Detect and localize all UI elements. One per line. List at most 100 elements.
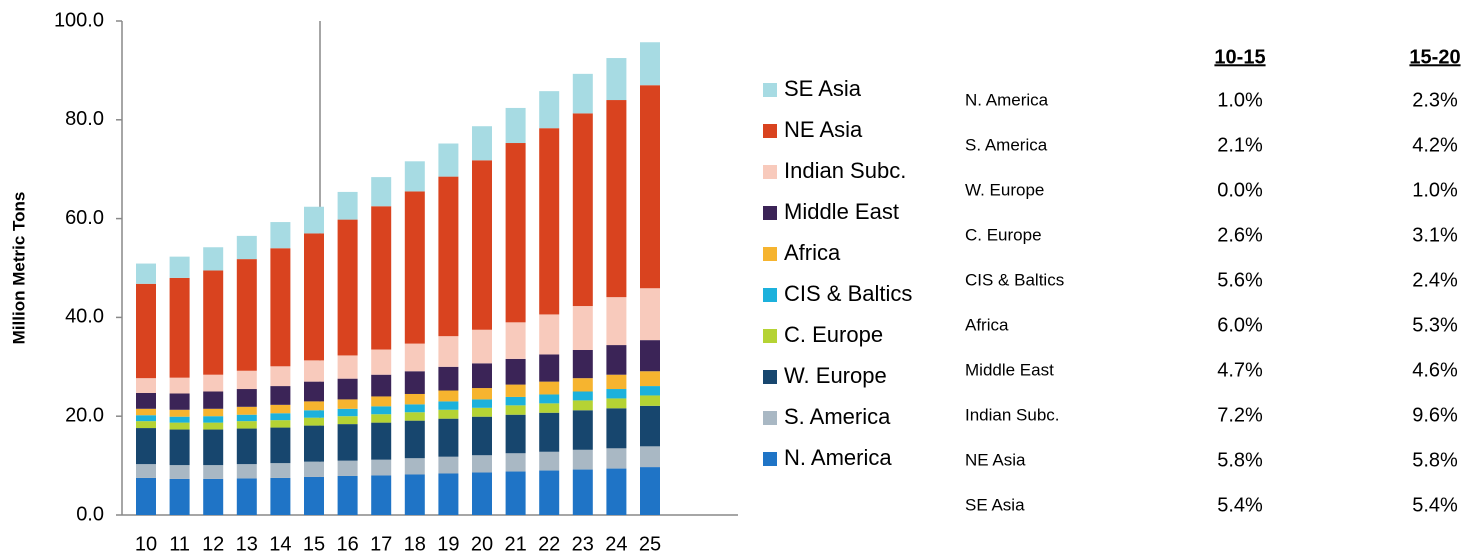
bar-segment <box>371 206 392 350</box>
bar-segment <box>539 381 560 395</box>
bar-segment <box>203 391 224 409</box>
legend-label: N. America <box>784 445 892 470</box>
row-label: W. Europe <box>965 180 1044 199</box>
bar-segment <box>404 404 425 413</box>
bar-segment <box>136 464 156 478</box>
bar-segment <box>136 263 156 284</box>
table-cell: 2.3% <box>1412 89 1458 111</box>
bar-segment <box>438 176 459 337</box>
bar-segment <box>572 113 593 307</box>
legend-label: SE Asia <box>784 76 862 101</box>
row-label: SE Asia <box>965 495 1025 514</box>
bar-segment <box>337 475 358 515</box>
bar-segment <box>371 396 392 407</box>
bar-segment <box>539 314 560 355</box>
bar-segment <box>404 393 425 405</box>
bar-segment <box>236 421 257 429</box>
y-tick-label: 40.0 <box>65 306 104 328</box>
bar-segment <box>472 388 492 400</box>
bar-segment <box>270 404 291 414</box>
row-label: Middle East <box>965 360 1054 379</box>
bar-segment <box>505 453 526 472</box>
bar-segment <box>169 256 190 278</box>
bar-segment <box>236 478 257 515</box>
bar-segment <box>404 474 425 515</box>
bar-segment <box>236 428 257 465</box>
legend-label: CIS & Baltics <box>784 281 912 306</box>
bar-segment <box>270 420 291 428</box>
row-label: NE Asia <box>965 450 1026 469</box>
bar-segment <box>539 394 560 404</box>
bar-segment <box>404 371 425 394</box>
bar-segment <box>169 416 190 423</box>
bar-segment <box>169 377 190 394</box>
bar-segment <box>203 408 224 417</box>
table-cell: 2.6% <box>1217 224 1263 246</box>
table-cell: 2.4% <box>1412 269 1458 291</box>
table-cell: 5.8% <box>1217 449 1263 471</box>
bar-segment <box>304 233 324 361</box>
legend-swatch <box>763 452 777 466</box>
bar-segment <box>472 363 492 389</box>
bar-segment <box>236 464 257 479</box>
legend-swatch <box>763 370 777 384</box>
bar-segment <box>438 366 459 391</box>
bar-segment <box>169 277 190 378</box>
x-tick-label: 15 <box>303 533 325 555</box>
bar-segment <box>572 410 593 450</box>
table-cell: 5.3% <box>1412 314 1458 336</box>
x-tick-label: 17 <box>370 533 392 555</box>
bar-segment <box>169 465 190 479</box>
bar-segment <box>337 399 358 409</box>
bar-segment <box>270 222 291 249</box>
bar-segment <box>640 288 660 341</box>
legend-swatch <box>763 165 777 179</box>
bar-segment <box>270 248 291 367</box>
bar-segment <box>203 465 224 479</box>
x-tick-label: 16 <box>336 533 358 555</box>
bar-segment <box>472 416 492 456</box>
bar-segment <box>304 401 324 411</box>
bar-segment <box>169 478 190 515</box>
row-label: Africa <box>965 315 1009 334</box>
x-tick-label: 11 <box>169 533 190 555</box>
bar-segment <box>337 460 358 476</box>
bar-segment <box>606 374 627 390</box>
bar-segment <box>304 360 324 382</box>
bar-segment <box>505 107 526 144</box>
bar-segment <box>169 422 190 430</box>
bar-segment <box>203 247 224 271</box>
x-tick-label: 18 <box>404 533 426 555</box>
bar-segment <box>606 408 627 449</box>
bar-segment <box>572 391 593 401</box>
y-axis-label: Million Metric Tons <box>9 192 28 345</box>
table-cell: 9.6% <box>1412 404 1458 426</box>
bar-segment <box>539 91 560 129</box>
table-header: 15-20 <box>1409 46 1460 68</box>
bar-segment <box>472 455 492 473</box>
bar-segment <box>539 412 560 452</box>
bar-segment <box>371 406 392 415</box>
bar-segment <box>337 191 358 220</box>
bar-segment <box>606 345 627 375</box>
bar-segment <box>606 58 627 101</box>
bar-segment <box>640 340 660 372</box>
bar-segment <box>404 343 425 372</box>
bar-segment <box>505 414 526 454</box>
bar-segment <box>640 386 660 396</box>
bar-segment <box>472 126 492 161</box>
table-cell: 4.6% <box>1412 359 1458 381</box>
bar-segment <box>572 73 593 114</box>
bar-segment <box>606 448 627 469</box>
bar-segment <box>572 306 593 351</box>
bar-segment <box>606 468 627 515</box>
legend-swatch <box>763 206 777 220</box>
bar-segment <box>505 405 526 415</box>
y-tick-label: 100.0 <box>54 9 104 31</box>
bar-segment <box>606 100 627 298</box>
bar-segment <box>539 470 560 515</box>
bar-segment <box>438 336 459 367</box>
legend-swatch <box>763 83 777 97</box>
table-header: 10-15 <box>1214 46 1265 68</box>
